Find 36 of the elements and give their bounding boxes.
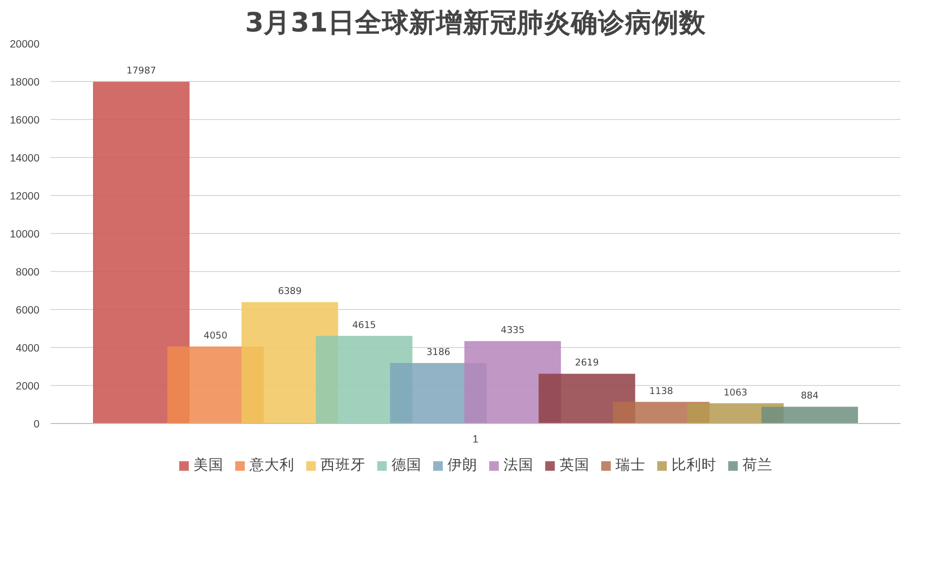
y-tick-label: 6000 [16,304,40,316]
y-tick-label: 8000 [16,266,40,278]
legend-label: 伊朗 [448,456,478,474]
data-label: 3186 [426,346,450,358]
legend-label: 瑞士 [616,456,646,474]
legend-label: 法国 [504,456,534,474]
data-label: 6389 [278,286,302,298]
y-tick-label: 20000 [10,38,40,50]
data-label: 17987 [126,66,156,77]
y-tick-label: 12000 [10,190,40,202]
bar [761,406,858,424]
data-label: 4615 [352,320,376,331]
y-tick-label: 2000 [16,380,40,392]
data-label: 4050 [204,330,228,342]
legend-label: 西班牙 [320,456,366,474]
data-label: 1063 [724,387,748,398]
data-label: 1138 [649,386,674,397]
legend-label: 英国 [560,456,590,474]
y-tick-label: 16000 [10,114,40,126]
y-tick-label: 0 [34,418,40,430]
data-label: 2619 [575,358,599,369]
y-tick-label: 18000 [10,76,40,88]
legend-label: 德国 [392,456,422,474]
legend-label: 美国 [194,456,224,474]
y-tick-label: 4000 [16,342,40,354]
legend-label: 比利时 [672,456,716,474]
chart-title: 3月31日全球新增新冠肺炎确诊病例数 [245,8,707,38]
legend-label: 意大利 [250,456,294,474]
legend-label: 荷兰 [742,456,772,474]
data-label: 884 [800,390,819,402]
bar [538,374,636,424]
bar [93,82,190,424]
y-tick-label: 10000 [10,228,40,240]
y-tick-label: 14000 [10,152,40,164]
data-label: 4335 [500,325,525,336]
x-tick-label: 1 [472,434,479,446]
